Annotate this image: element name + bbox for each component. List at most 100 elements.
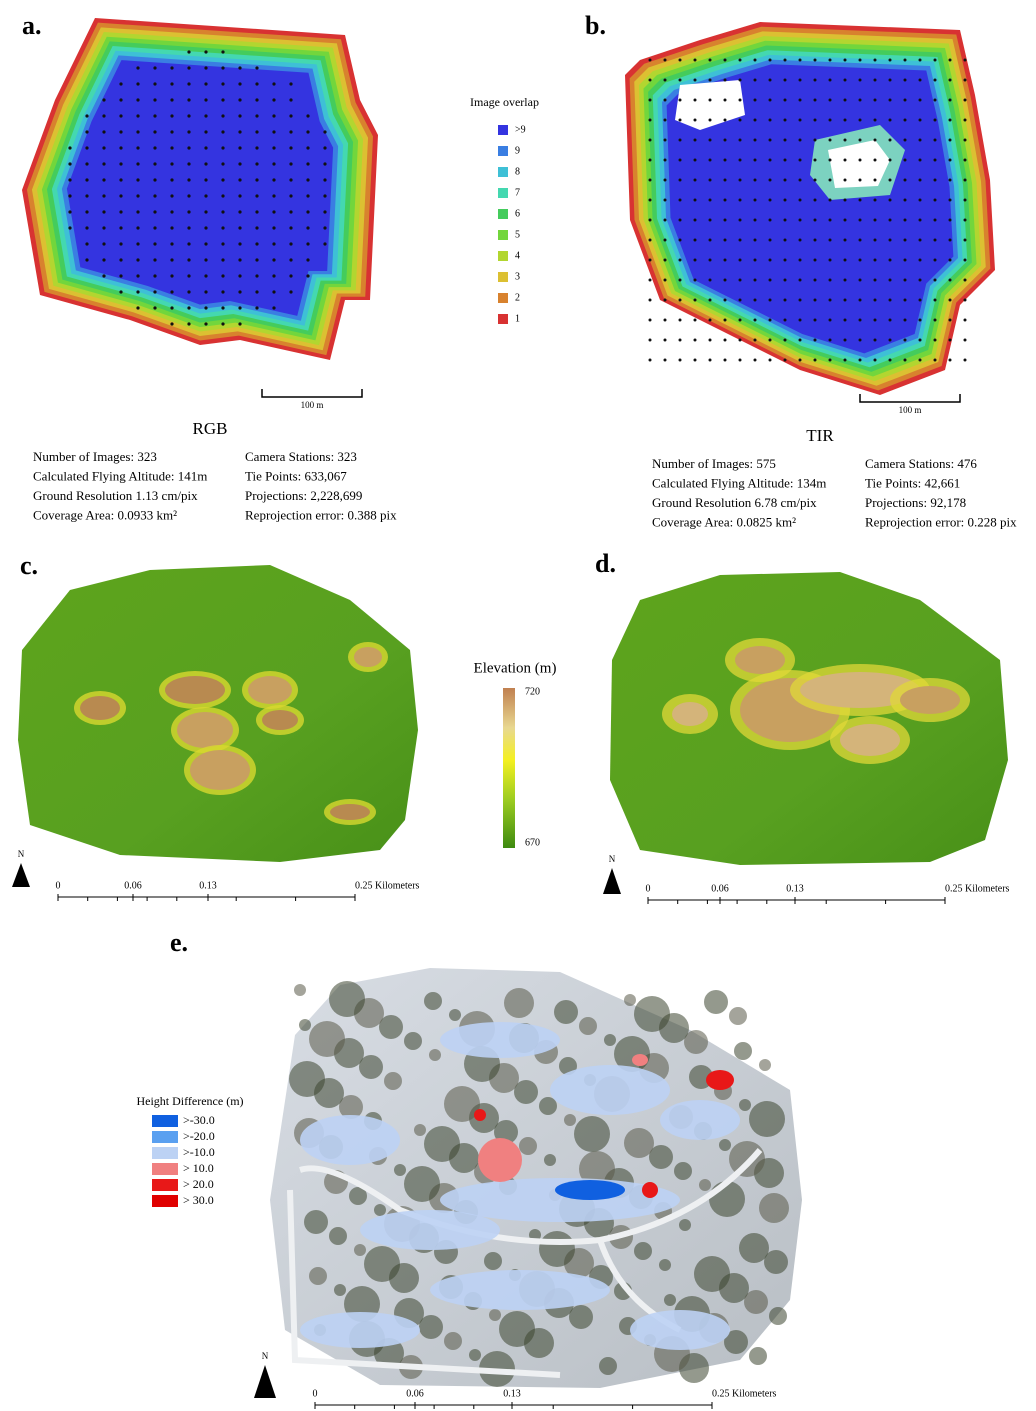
camera-station (649, 299, 652, 302)
camera-station (323, 146, 326, 149)
elevation-blob (735, 646, 785, 674)
camera-station (934, 139, 937, 142)
camera-station (949, 279, 952, 282)
camera-station (204, 178, 207, 181)
camera-station (934, 199, 937, 202)
camera-station (664, 279, 667, 282)
camera-station (153, 66, 156, 69)
camera-station (272, 114, 275, 117)
camera-station (889, 99, 892, 102)
tree-canopy (404, 1166, 440, 1202)
tree-canopy (564, 1114, 576, 1126)
camera-station (934, 239, 937, 242)
camera-station (204, 242, 207, 245)
camera-station (829, 179, 832, 182)
camera-station (221, 274, 224, 277)
camera-station (934, 159, 937, 162)
camera-station (694, 139, 697, 142)
camera-station (904, 319, 907, 322)
camera-station (289, 210, 292, 213)
camera-station (306, 130, 309, 133)
text-label: 9 (515, 145, 520, 156)
camera-station (889, 119, 892, 122)
camera-station (679, 339, 682, 342)
legend-swatch (152, 1179, 178, 1191)
camera-station (289, 130, 292, 133)
camera-station (679, 199, 682, 202)
text-label: Height Difference (m) (136, 1094, 243, 1108)
text-label: 0.06 (124, 880, 142, 891)
camera-station (889, 59, 892, 62)
camera-station (204, 66, 207, 69)
camera-station (874, 139, 877, 142)
camera-station (694, 159, 697, 162)
camera-station (649, 59, 652, 62)
camera-station (649, 219, 652, 222)
tree-canopy (704, 990, 728, 1014)
camera-station (221, 66, 224, 69)
camera-station (306, 210, 309, 213)
camera-station (829, 279, 832, 282)
tree-canopy (679, 1219, 691, 1231)
camera-station (153, 290, 156, 293)
camera-station (769, 259, 772, 262)
height-patch (706, 1070, 734, 1090)
legend-swatch (152, 1195, 178, 1207)
camera-station (68, 226, 71, 229)
camera-station (170, 258, 173, 261)
camera-station (799, 259, 802, 262)
camera-station (949, 159, 952, 162)
text-label: Reprojection error: 0.388 pix (245, 507, 397, 522)
camera-station (170, 146, 173, 149)
camera-station (170, 290, 173, 293)
camera-station (829, 139, 832, 142)
camera-station (272, 130, 275, 133)
camera-station (119, 258, 122, 261)
camera-station (238, 194, 241, 197)
camera-station (664, 259, 667, 262)
tree-canopy (469, 1349, 481, 1361)
camera-station (709, 119, 712, 122)
camera-station (102, 258, 105, 261)
camera-station (919, 259, 922, 262)
camera-station (306, 194, 309, 197)
tree-canopy (329, 981, 365, 1017)
camera-station (709, 159, 712, 162)
tree-canopy (759, 1193, 789, 1223)
camera-station (119, 274, 122, 277)
camera-station (664, 199, 667, 202)
camera-station (221, 162, 224, 165)
camera-station (153, 242, 156, 245)
camera-station (904, 119, 907, 122)
camera-station (85, 258, 88, 261)
camera-station (289, 98, 292, 101)
camera-station (709, 219, 712, 222)
camera-station (859, 339, 862, 342)
camera-station (769, 279, 772, 282)
camera-station (919, 279, 922, 282)
camera-station (204, 274, 207, 277)
camera-station (754, 239, 757, 242)
camera-station (799, 119, 802, 122)
legend-swatch (498, 230, 508, 240)
camera-station (889, 219, 892, 222)
tree-canopy (414, 1124, 426, 1136)
camera-station (814, 119, 817, 122)
camera-station (769, 339, 772, 342)
tree-canopy (329, 1227, 347, 1245)
camera-station (709, 299, 712, 302)
camera-station (255, 242, 258, 245)
camera-station (844, 139, 847, 142)
camera-station (238, 226, 241, 229)
camera-station (102, 114, 105, 117)
text-label: e. (170, 928, 188, 957)
camera-station (136, 114, 139, 117)
camera-station (187, 258, 190, 261)
camera-station (784, 359, 787, 362)
text-label: 0.13 (199, 880, 217, 891)
text-label: > 20.0 (183, 1177, 214, 1191)
camera-station (799, 199, 802, 202)
camera-station (204, 226, 207, 229)
camera-station (964, 79, 967, 82)
camera-station (949, 199, 952, 202)
